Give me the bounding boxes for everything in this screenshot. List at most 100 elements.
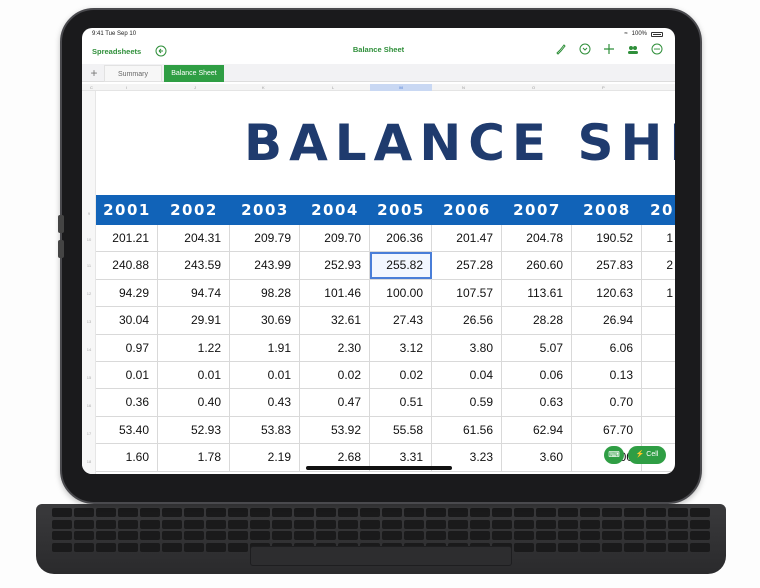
keyboard-key[interactable]	[558, 508, 578, 517]
keyboard-key[interactable]	[250, 508, 270, 517]
keyboard-key[interactable]	[646, 519, 666, 529]
year-header-cell[interactable]: 2001	[103, 201, 151, 219]
row-number[interactable]: 11	[86, 263, 92, 268]
keyboard-key[interactable]	[96, 519, 116, 529]
keyboard-key[interactable]	[426, 508, 446, 517]
keyboard-key[interactable]	[646, 531, 666, 540]
keyboard-key[interactable]	[272, 531, 292, 540]
table-cell[interactable]: 0.01	[96, 361, 158, 389]
table-cell[interactable]: 94.74	[158, 279, 230, 307]
table-cell[interactable]: 52.93	[158, 416, 230, 444]
keyboard-key[interactable]	[184, 519, 204, 529]
table-cell[interactable]: 0.43	[230, 389, 300, 416]
keyboard-key[interactable]	[206, 508, 226, 517]
keyboard-key[interactable]	[96, 508, 116, 517]
keyboard-key[interactable]	[140, 519, 160, 529]
table-cell[interactable]: 29.91	[158, 307, 230, 334]
keyboard-key[interactable]	[206, 542, 226, 552]
table-cell[interactable]: 120.63	[572, 279, 642, 307]
table-cell[interactable]: 1	[642, 225, 675, 251]
column-letter[interactable]: K	[262, 85, 265, 90]
table-cell[interactable]: 55.58	[370, 416, 432, 444]
selected-cell[interactable]: 255.82	[370, 252, 432, 279]
table-cell[interactable]: 0.47	[300, 389, 370, 416]
column-letter[interactable]: M	[370, 84, 432, 91]
keyboard-key[interactable]	[492, 531, 512, 540]
column-letter[interactable]: N	[462, 85, 465, 90]
keyboard-key[interactable]	[162, 519, 182, 529]
table-cell[interactable]: 3.31	[370, 444, 432, 471]
column-letter[interactable]: J	[194, 85, 196, 90]
keyboard-key[interactable]	[118, 531, 138, 540]
table-cell[interactable]: 30.69	[230, 307, 300, 334]
keyboard-key[interactable]	[404, 519, 424, 529]
keyboard-key[interactable]	[646, 542, 666, 552]
keyboard-key[interactable]	[690, 508, 710, 517]
table-cell[interactable]: 1.60	[96, 444, 158, 471]
table-cell[interactable]: 0.40	[158, 389, 230, 416]
table-cell[interactable]: 243.59	[158, 252, 230, 279]
table-cell[interactable]: 2.68	[300, 444, 370, 471]
table-cell[interactable]	[642, 389, 675, 415]
keyboard-key[interactable]	[448, 531, 468, 540]
keyboard-key[interactable]	[360, 519, 380, 529]
table-cell[interactable]: 53.40	[96, 416, 158, 444]
table-cell[interactable]: 0.97	[96, 334, 158, 361]
keyboard-key[interactable]	[382, 519, 402, 529]
table-cell[interactable]: 53.92	[300, 416, 370, 444]
table-cell[interactable]: 206.36	[370, 225, 432, 252]
spreadsheets-back-button[interactable]: Spreadsheets	[92, 46, 142, 56]
keyboard-key[interactable]	[492, 519, 512, 529]
keyboard-key[interactable]	[228, 542, 248, 552]
table-cell[interactable]: 6.06	[572, 334, 642, 361]
keyboard-key[interactable]	[360, 508, 380, 517]
keyboard-key[interactable]	[206, 519, 226, 529]
column-letter[interactable]: L	[332, 85, 335, 90]
keyboard-key[interactable]	[118, 519, 138, 529]
format-brush-icon[interactable]	[555, 43, 567, 55]
column-letter[interactable]: I	[126, 85, 128, 90]
undo-icon[interactable]	[155, 45, 167, 57]
keyboard-key[interactable]	[228, 508, 248, 517]
table-cell[interactable]: 3.12	[370, 334, 432, 361]
table-cell[interactable]: 201.21	[96, 225, 158, 252]
row-number[interactable]: 17	[86, 431, 92, 436]
table-cell[interactable]: 0.63	[502, 389, 572, 416]
tab-balance-sheet[interactable]: Balance Sheet	[164, 65, 224, 82]
table-cell[interactable]: 0.59	[432, 389, 502, 416]
keyboard-key[interactable]	[382, 531, 402, 540]
keyboard-key[interactable]	[602, 542, 622, 552]
keyboard-key[interactable]	[426, 531, 446, 540]
year-header-cell[interactable]: 2004	[311, 201, 359, 219]
table-cell[interactable]: 0.04	[432, 361, 502, 389]
keyboard-key[interactable]	[536, 519, 556, 529]
row-number[interactable]: 13	[86, 319, 92, 324]
keyboard-key[interactable]	[74, 531, 94, 540]
keyboard-key[interactable]	[690, 531, 710, 540]
table-cell[interactable]: 113.61	[502, 279, 572, 307]
home-indicator[interactable]	[306, 466, 452, 470]
keyboard-key[interactable]	[96, 531, 116, 540]
keyboard-key[interactable]	[338, 531, 358, 540]
table-cell[interactable]: 0.01	[230, 361, 300, 389]
table-cell[interactable]: 27.43	[370, 307, 432, 334]
table-cell[interactable]: 5.07	[502, 334, 572, 361]
keyboard-key[interactable]	[184, 542, 204, 552]
year-header-cell[interactable]: 2005	[377, 201, 425, 219]
keyboard-key[interactable]	[624, 508, 644, 517]
table-cell[interactable]: 209.70	[300, 225, 370, 252]
more-icon[interactable]	[651, 43, 663, 55]
add-sheet-button[interactable]: +	[90, 66, 98, 80]
keyboard-key[interactable]	[162, 531, 182, 540]
table-cell[interactable]: 209.79	[230, 225, 300, 252]
table-cell[interactable]: 100.00	[370, 279, 432, 307]
keyboard-key[interactable]	[624, 542, 644, 552]
keyboard-key[interactable]	[536, 508, 556, 517]
keyboard-key[interactable]	[74, 508, 94, 517]
row-number[interactable]: 14	[86, 347, 92, 352]
keyboard-key[interactable]	[448, 519, 468, 529]
keyboard-key[interactable]	[514, 542, 534, 552]
keyboard-key[interactable]	[624, 531, 644, 540]
keyboard-icon[interactable]: ⌨	[604, 446, 624, 464]
